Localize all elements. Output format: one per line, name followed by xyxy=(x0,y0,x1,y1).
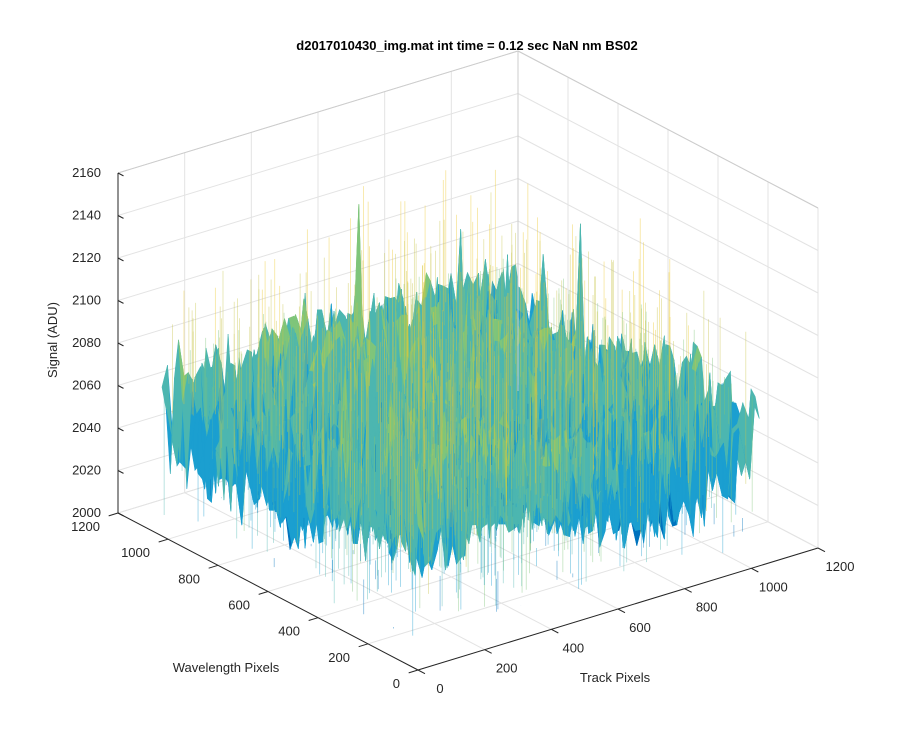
floor-grid-line xyxy=(367,521,769,645)
back-wall-grid-line xyxy=(117,93,519,216)
side-wall-grid-line xyxy=(517,178,819,336)
back-wall-grid-line xyxy=(117,135,519,259)
side-wall-grid-line xyxy=(517,220,819,379)
back-wall-grid-line xyxy=(117,178,519,301)
side-wall-grid-line xyxy=(517,263,819,421)
surface-mesh xyxy=(161,169,760,636)
side-wall-grid-line xyxy=(517,93,819,251)
side-wall-grid-line xyxy=(517,135,819,294)
back-wall-grid-line xyxy=(117,220,519,344)
